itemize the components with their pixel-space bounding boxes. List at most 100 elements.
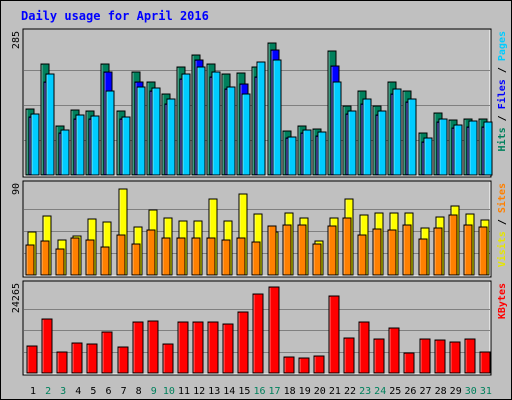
kbytes-bar bbox=[117, 346, 129, 374]
sites-bar bbox=[297, 224, 307, 276]
sites-bar bbox=[206, 237, 216, 276]
pages-bar bbox=[121, 116, 131, 176]
kbytes-bar bbox=[252, 293, 264, 374]
sites-bar bbox=[131, 243, 141, 276]
day-label: 31 bbox=[480, 386, 492, 397]
pages-bar bbox=[30, 113, 40, 176]
day-label: 23 bbox=[359, 386, 371, 397]
kbytes-bar bbox=[358, 321, 370, 374]
pages-bar bbox=[105, 90, 115, 176]
kbytes-bar bbox=[101, 331, 113, 374]
pages-bar bbox=[287, 136, 297, 176]
pages-bar bbox=[60, 129, 70, 176]
pages-bar bbox=[377, 110, 387, 176]
pages-bar bbox=[136, 86, 146, 176]
sites-bar bbox=[55, 248, 65, 276]
day-label: 8 bbox=[136, 386, 142, 397]
panel-bottom-ymax-label: 24265 bbox=[11, 283, 22, 313]
sites-bar bbox=[221, 239, 231, 276]
sites-bar bbox=[176, 237, 186, 276]
chart-title: Daily usage for April 2016 bbox=[21, 9, 209, 23]
pages-bar bbox=[302, 129, 312, 176]
pages-bar bbox=[453, 124, 463, 176]
kbytes-bar bbox=[237, 311, 249, 374]
legend-hits: Hits bbox=[496, 127, 508, 151]
kbytes-bar bbox=[192, 321, 204, 374]
day-label: 6 bbox=[105, 386, 111, 397]
pages-bar bbox=[166, 98, 176, 176]
day-label: 14 bbox=[223, 386, 235, 397]
legend-kbytes: KBytes bbox=[497, 283, 508, 319]
panel-top: 285 Hits / Files / Pages bbox=[11, 28, 508, 178]
legend-pages: Pages bbox=[497, 31, 508, 61]
legend- /: / bbox=[497, 61, 508, 79]
panel-top-legend: Hits / Files / Pages bbox=[496, 31, 508, 151]
kbytes-bar bbox=[419, 338, 431, 374]
day-label: 30 bbox=[465, 386, 477, 397]
kbytes-bar bbox=[313, 355, 325, 374]
sites-bar bbox=[433, 227, 443, 276]
kbytes-bar bbox=[298, 357, 310, 374]
kbytes-bar bbox=[343, 337, 355, 374]
day-label: 10 bbox=[163, 386, 175, 397]
sites-bar bbox=[146, 229, 156, 276]
kbytes-bar bbox=[464, 338, 476, 374]
pages-bar bbox=[392, 88, 402, 176]
pages-bar bbox=[483, 121, 493, 176]
day-label: 4 bbox=[75, 386, 81, 397]
day-label: 29 bbox=[450, 386, 462, 397]
kbytes-bar bbox=[147, 320, 159, 374]
pages-bar bbox=[468, 120, 478, 176]
panel-bottom: 24265 KBytes bbox=[11, 280, 508, 376]
day-label: 2 bbox=[45, 386, 51, 397]
day-label: 11 bbox=[178, 386, 190, 397]
pages-bar bbox=[317, 131, 327, 176]
pages-bar bbox=[45, 73, 55, 176]
sites-bar bbox=[478, 226, 488, 276]
sites-bar bbox=[100, 246, 110, 276]
pages-bar bbox=[90, 115, 100, 176]
kbytes-bar bbox=[207, 321, 219, 374]
pages-bar bbox=[151, 87, 161, 176]
day-labels: 1 2 3 4 5 6 7 8 9 10 11 12 13 14 15 16 17 18 19 20 21 22 23 24 2… bbox=[30, 386, 492, 397]
kbytes-bar bbox=[403, 352, 415, 374]
panel-top-ymax-label: 285 bbox=[11, 31, 22, 49]
panel-middle-legend: Visits / Sites bbox=[496, 183, 508, 267]
panel-middle-ymax-label: 90 bbox=[11, 183, 22, 195]
day-label: 5 bbox=[90, 386, 96, 397]
legend- /: / bbox=[497, 109, 508, 127]
kbytes-bar bbox=[449, 341, 461, 374]
sites-bar bbox=[463, 224, 473, 276]
legend-visits: Visits bbox=[496, 231, 508, 267]
day-label: 9 bbox=[151, 386, 157, 397]
day-label: 21 bbox=[329, 386, 341, 397]
sites-bar bbox=[357, 234, 367, 276]
day-label: 24 bbox=[374, 386, 386, 397]
day-label: 16 bbox=[253, 386, 265, 397]
day-label: 27 bbox=[419, 386, 431, 397]
sites-bar bbox=[327, 225, 337, 276]
sites-bar bbox=[418, 238, 428, 276]
panel-middle: 90 Visits / Sites bbox=[11, 180, 508, 278]
day-label: 25 bbox=[389, 386, 401, 397]
day-label: 15 bbox=[238, 386, 250, 397]
pages-bar bbox=[423, 137, 433, 176]
pages-bar bbox=[347, 110, 357, 176]
pages-bar bbox=[226, 86, 236, 176]
kbytes-bar bbox=[373, 338, 385, 374]
kbytes-bar bbox=[268, 286, 280, 374]
kbytes-bar bbox=[71, 342, 83, 374]
kbytes-bar bbox=[56, 351, 68, 374]
kbytes-bar bbox=[479, 351, 491, 374]
panel-bottom-legend: KBytes bbox=[497, 283, 508, 319]
legend-sites: Sites bbox=[496, 183, 508, 213]
sites-bar bbox=[251, 241, 261, 276]
pages-bar bbox=[272, 59, 282, 176]
day-label: 19 bbox=[299, 386, 311, 397]
sites-bar bbox=[372, 228, 382, 276]
kbytes-bar bbox=[388, 327, 400, 374]
sites-bar bbox=[267, 225, 277, 276]
pages-bar bbox=[196, 66, 206, 176]
kbytes-bar bbox=[283, 356, 295, 374]
